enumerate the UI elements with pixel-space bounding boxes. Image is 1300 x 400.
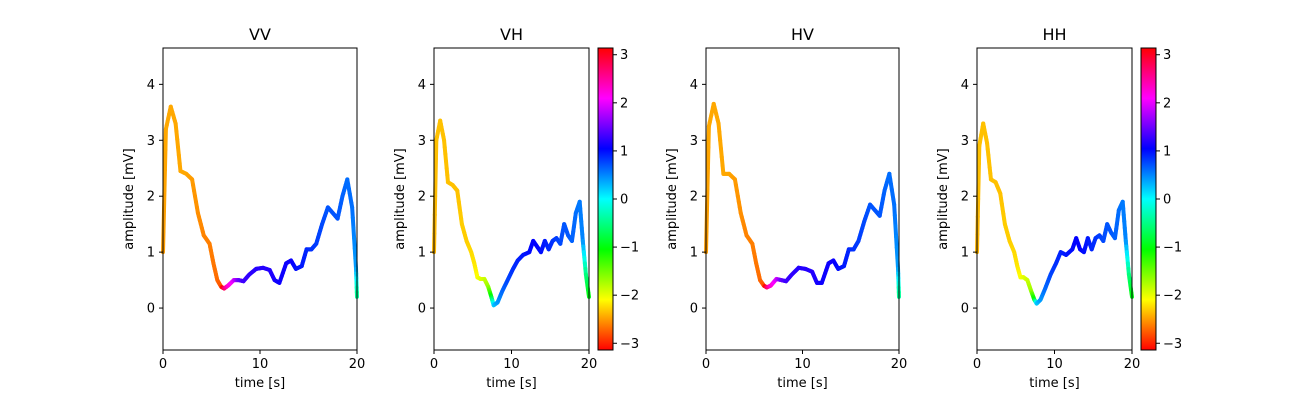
x-tick-label: 10 <box>1046 357 1063 372</box>
panel-vv: VV 0 10 20 0 1 2 3 4 time [s] amplitude [mV] <box>122 25 365 391</box>
x-axis-label: time [s] <box>486 376 536 391</box>
x-axis-label: time [s] <box>1029 376 1079 391</box>
y-axis-label: amplitude [mV] <box>665 148 680 250</box>
y-tick-label: 4 <box>690 78 698 93</box>
phase-colored-line <box>975 121 1134 306</box>
phase-colored-line <box>704 101 901 299</box>
colorbar: 3 2 1 0 −1 −2 −3 <box>597 47 639 352</box>
y-tick-label: 0 <box>418 302 426 317</box>
colorbar-tick-label: 0 <box>1163 193 1171 208</box>
x-tick-label: 20 <box>1124 357 1141 372</box>
y-axis-label: amplitude [mV] <box>393 148 408 250</box>
colorbar-tick-label: −1 <box>1163 241 1182 256</box>
colorbar: 3 2 1 0 −1 −2 −3 <box>1140 47 1182 352</box>
y-tick-label: 2 <box>147 190 155 205</box>
phase-colored-line <box>161 104 359 299</box>
x-tick-label: 10 <box>503 357 520 372</box>
colorbar-tick-label: −1 <box>620 241 639 256</box>
colorbar-tick-label: −2 <box>620 289 639 304</box>
y-tick-label: 0 <box>961 302 969 317</box>
y-tick-label: 1 <box>961 246 969 261</box>
x-tick-label: 0 <box>159 357 167 372</box>
y-tick-label: 2 <box>418 190 426 205</box>
panel-hv: HV 0 10 20 0 1 2 3 4 time [s] amplitude [mV] <box>665 25 907 391</box>
colorbar-tick-label: 1 <box>620 144 628 159</box>
y-tick-label: 4 <box>147 78 155 93</box>
y-axis-label: amplitude [mV] <box>122 148 137 250</box>
x-axis-label: time [s] <box>235 376 285 391</box>
y-tick-label: 2 <box>690 190 698 205</box>
colorbar-tick-label: 2 <box>620 96 628 111</box>
panel-title: HH <box>1042 25 1066 44</box>
colorbar-tick-label: −3 <box>620 337 639 352</box>
colorbar-tick-label: 2 <box>1163 96 1171 111</box>
colorbar-tick-label: 3 <box>1163 48 1171 63</box>
x-tick-label: 10 <box>252 357 269 372</box>
y-tick-label: 1 <box>418 246 426 261</box>
x-tick-label: 0 <box>430 357 438 372</box>
panel-title: VH <box>500 25 523 44</box>
axes-frame <box>162 47 358 351</box>
y-tick-label: 3 <box>961 134 969 149</box>
x-tick-label: 0 <box>702 357 710 372</box>
y-tick-label: 0 <box>690 302 698 317</box>
y-tick-label: 1 <box>690 246 698 261</box>
colorbar-tick-label: 3 <box>620 48 628 63</box>
y-tick-label: 4 <box>961 78 969 93</box>
x-tick-label: 0 <box>973 357 981 372</box>
y-tick-label: 0 <box>147 302 155 317</box>
colorbar-tick-label: 0 <box>620 193 628 208</box>
x-tick-label: 20 <box>581 357 598 372</box>
y-tick-label: 4 <box>418 78 426 93</box>
colorbar-gradient <box>598 48 613 350</box>
panel-title: VV <box>249 25 271 44</box>
y-tick-label: 2 <box>961 190 969 205</box>
phase-colored-line <box>432 118 591 308</box>
axes-frame <box>705 47 900 351</box>
y-tick-label: 1 <box>147 246 155 261</box>
y-axis-label: amplitude [mV] <box>936 148 951 250</box>
y-tick-label: 3 <box>690 134 698 149</box>
panel-title: HV <box>791 25 814 44</box>
colorbar-tick-label: 1 <box>1163 144 1171 159</box>
y-tick-label: 3 <box>147 134 155 149</box>
x-tick-label: 20 <box>349 357 366 372</box>
x-tick-label: 20 <box>891 357 908 372</box>
colorbar-tick-label: −2 <box>1163 289 1182 304</box>
x-tick-label: 10 <box>794 357 811 372</box>
y-tick-label: 3 <box>418 134 426 149</box>
colorbar-tick-label: −3 <box>1163 337 1182 352</box>
x-axis-label: time [s] <box>777 376 827 391</box>
colorbar-gradient <box>1141 48 1156 350</box>
